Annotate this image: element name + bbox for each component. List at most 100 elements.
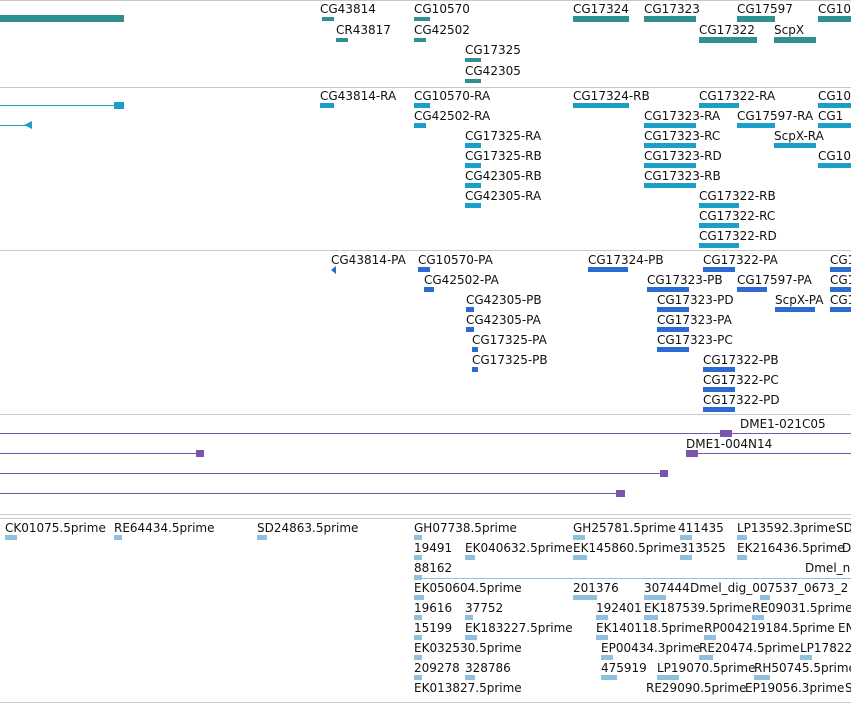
transcript-exon[interactable]	[699, 243, 739, 248]
est-label[interactable]: RE29090.5prime	[646, 681, 747, 695]
transcript-line[interactable]	[0, 125, 30, 126]
protein-feature[interactable]	[703, 407, 735, 412]
est-feature[interactable]	[752, 615, 764, 620]
transcript-exon[interactable]	[465, 143, 481, 148]
est-feature[interactable]	[800, 655, 812, 660]
protein-label[interactable]: CG17322-PA	[703, 253, 778, 267]
protein-feature[interactable]	[830, 307, 851, 312]
protein-label[interactable]: CG17322-PD	[703, 393, 780, 407]
est-label[interactable]: 37752	[465, 601, 504, 615]
transcript-label[interactable]: CG17325-RB	[465, 149, 542, 163]
clone-line[interactable]	[0, 493, 620, 494]
est-label[interactable]: RH50745.5prime	[754, 661, 851, 675]
est-feature[interactable]	[465, 555, 475, 560]
est-feature[interactable]	[644, 615, 658, 620]
transcript-label[interactable]: CG43814-RA	[320, 89, 397, 103]
est-label[interactable]: EK013827.5prime	[414, 681, 522, 695]
transcript-label[interactable]: CG1	[818, 109, 844, 123]
est-label[interactable]: 411435	[678, 521, 724, 535]
transcript-label[interactable]: CG10	[818, 89, 851, 103]
clone-line[interactable]	[0, 453, 200, 454]
clone-line[interactable]	[0, 433, 851, 434]
gene-label[interactable]: CG10570	[414, 2, 470, 16]
est-label[interactable]: 88162	[414, 561, 453, 575]
gene-feature[interactable]	[0, 15, 124, 22]
transcript-exon[interactable]	[465, 163, 481, 168]
gene-feature[interactable]	[699, 37, 757, 43]
transcript-label[interactable]: CG10570-RA	[414, 89, 491, 103]
est-label[interactable]: GH07738.5prime	[414, 521, 517, 535]
est-feature[interactable]	[414, 635, 422, 640]
gene-label[interactable]: CG17597	[737, 2, 793, 16]
est-feature[interactable]	[465, 675, 475, 680]
est-label[interactable]: LP17822	[800, 641, 851, 655]
protein-label[interactable]: CG42305-PB	[466, 293, 542, 307]
transcript-label[interactable]: CG17323-RD	[644, 149, 722, 163]
transcript-exon[interactable]	[699, 223, 739, 228]
transcript-label[interactable]: CG17322-RA	[699, 89, 776, 103]
protein-label[interactable]: CG17323-PC	[657, 333, 733, 347]
est-label[interactable]: SD24863.5prime	[257, 521, 359, 535]
transcript-exon[interactable]	[114, 102, 124, 109]
protein-label[interactable]: CG42305-PA	[466, 313, 541, 327]
gene-feature[interactable]	[465, 58, 481, 62]
transcript-label[interactable]: CG42502-RA	[414, 109, 491, 123]
est-label[interactable]: EK145860.5prime	[573, 541, 681, 555]
gene-label[interactable]: CG17322	[699, 23, 755, 37]
protein-feature[interactable]	[830, 267, 851, 272]
transcript-label[interactable]: CG42305-RB	[465, 169, 542, 183]
gene-label[interactable]: CG43814	[320, 2, 376, 16]
est-feature[interactable]	[465, 635, 477, 640]
est-label[interactable]: LP19070.5prime	[657, 661, 756, 675]
gene-label[interactable]: CG17324	[573, 2, 629, 16]
protein-feature[interactable]	[657, 307, 689, 312]
protein-label[interactable]: CG43814-PA	[331, 253, 406, 267]
protein-label[interactable]: CG17322-PB	[703, 353, 779, 367]
protein-arrow[interactable]	[331, 266, 336, 274]
est-label[interactable]: EK216436.5prime	[737, 541, 845, 555]
est-label[interactable]: EP19056.3prime	[745, 681, 845, 695]
est-label[interactable]: RP004219184.5prime	[704, 621, 835, 635]
est-label[interactable]: RE09031.5prime	[752, 601, 851, 615]
transcript-exon[interactable]	[699, 103, 739, 108]
est-label[interactable]: 15199	[414, 621, 453, 635]
est-feature[interactable]	[737, 555, 747, 560]
est-feature[interactable]	[737, 535, 747, 540]
transcript-exon[interactable]	[818, 163, 851, 168]
protein-feature[interactable]	[588, 267, 628, 272]
est-feature[interactable]	[414, 575, 422, 580]
transcript-exon[interactable]	[414, 123, 426, 128]
gene-label[interactable]: CG10	[818, 2, 851, 16]
transcript-line[interactable]	[0, 105, 114, 106]
gene-label[interactable]: CG17325	[465, 43, 521, 57]
protein-label[interactable]: CG42502-PA	[424, 273, 499, 287]
est-feature[interactable]	[414, 555, 422, 560]
clone-end[interactable]	[196, 450, 204, 457]
gene-feature[interactable]	[774, 37, 816, 43]
est-feature[interactable]	[414, 595, 424, 600]
gene-feature[interactable]	[644, 16, 696, 22]
transcript-exon[interactable]	[699, 203, 739, 208]
est-label[interactable]: 313525	[680, 541, 726, 555]
est-label[interactable]: 328786	[465, 661, 511, 675]
est-label[interactable]: 307444	[644, 581, 690, 595]
transcript-exon[interactable]	[644, 163, 696, 168]
gene-feature[interactable]	[465, 79, 481, 83]
est-label[interactable]: RE20474.5prime	[699, 641, 800, 655]
gene-label[interactable]: ScpX	[774, 23, 805, 37]
transcript-label[interactable]: CG17323-RB	[644, 169, 721, 183]
transcript-label[interactable]: CG42305-RA	[465, 189, 542, 203]
protein-feature[interactable]	[703, 267, 735, 272]
transcript-exon[interactable]	[320, 103, 334, 108]
transcript-label[interactable]: CG17597-RA	[737, 109, 814, 123]
est-feature[interactable]	[573, 535, 585, 540]
protein-feature[interactable]	[472, 347, 478, 352]
est-feature[interactable]	[644, 595, 666, 600]
clone-label[interactable]: DME1-004N14	[686, 437, 773, 451]
clone-label[interactable]: DME1-021C05	[740, 417, 826, 431]
est-line[interactable]	[414, 578, 851, 579]
est-feature[interactable]	[414, 535, 422, 540]
est-feature[interactable]	[601, 655, 613, 660]
protein-feature[interactable]	[424, 287, 434, 292]
gene-feature[interactable]	[737, 16, 775, 22]
